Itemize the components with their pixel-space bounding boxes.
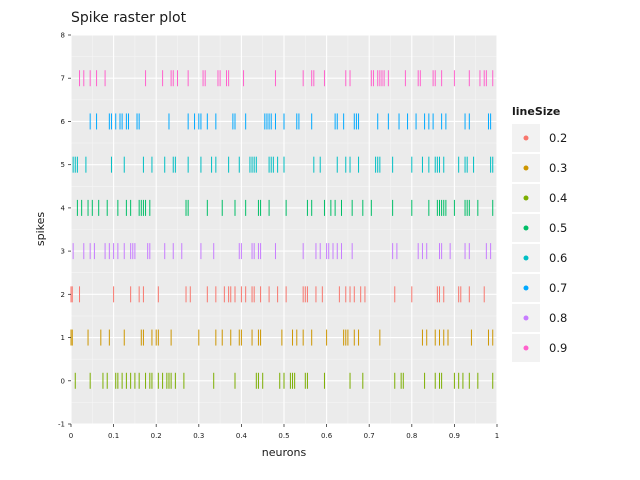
x-tick-label: 0.8 bbox=[406, 432, 417, 440]
legend-label: 0.6 bbox=[549, 251, 567, 265]
y-tick-label: 8 bbox=[61, 32, 65, 40]
y-tick-label: 4 bbox=[61, 204, 66, 212]
legend-label: 0.2 bbox=[549, 131, 567, 145]
legend-label: 0.4 bbox=[549, 191, 567, 205]
y-tick-label: 5 bbox=[61, 161, 65, 169]
y-axis-title: spikes bbox=[34, 212, 47, 247]
legend: lineSize 0.2 0.3 0.4 0.5 0.6 0.7 0.8 0.9 bbox=[512, 105, 567, 362]
y-tick-label: 7 bbox=[61, 75, 65, 83]
x-tick-label: 0.6 bbox=[321, 432, 333, 440]
legend-dot bbox=[523, 225, 529, 231]
legend-label: 0.9 bbox=[549, 341, 567, 355]
legend-label: 0.3 bbox=[549, 161, 567, 175]
y-tick-label: 2 bbox=[61, 291, 65, 299]
chart-title: Spike raster plot bbox=[71, 10, 187, 26]
x-tick-label: 0.2 bbox=[151, 432, 162, 440]
legend-label: 0.7 bbox=[549, 281, 567, 295]
x-tick-label: 1 bbox=[495, 432, 499, 440]
x-tick-label: 0.3 bbox=[193, 432, 204, 440]
legend-label: 0.8 bbox=[549, 311, 567, 325]
legend-dot bbox=[523, 195, 529, 201]
x-tick-label: 0 bbox=[69, 432, 73, 440]
y-tick-label: 0 bbox=[61, 377, 65, 385]
x-tick-label: 0.4 bbox=[236, 432, 248, 440]
legend-dot bbox=[523, 255, 529, 261]
legend-dot bbox=[523, 135, 529, 141]
legend-dot bbox=[523, 285, 529, 291]
x-tick-label: 0.9 bbox=[449, 432, 460, 440]
y-tick-label: -1 bbox=[58, 421, 65, 429]
legend-dot bbox=[523, 345, 529, 351]
grid-lines bbox=[70, 34, 498, 425]
x-tick-label: 0.5 bbox=[278, 432, 289, 440]
x-tick-label: 0.7 bbox=[364, 432, 375, 440]
y-tick-label: 3 bbox=[61, 248, 65, 256]
legend-label: 0.5 bbox=[549, 221, 567, 235]
legend-dot bbox=[523, 165, 529, 171]
y-tick-label: 1 bbox=[61, 334, 65, 342]
legend-title: lineSize bbox=[512, 105, 560, 118]
x-axis-title: neurons bbox=[262, 446, 307, 459]
legend-dot bbox=[523, 315, 529, 321]
spike-marks bbox=[70, 70, 494, 389]
axes: 0 0.1 0.2 0.3 0.4 0.5 0.6 0.7 0.8 0.9 1 -1 0 1 2 3 4 5 6 7 8 bbox=[58, 32, 499, 441]
x-tick-label: 0.1 bbox=[108, 432, 119, 440]
y-tick-label: 6 bbox=[61, 118, 66, 126]
